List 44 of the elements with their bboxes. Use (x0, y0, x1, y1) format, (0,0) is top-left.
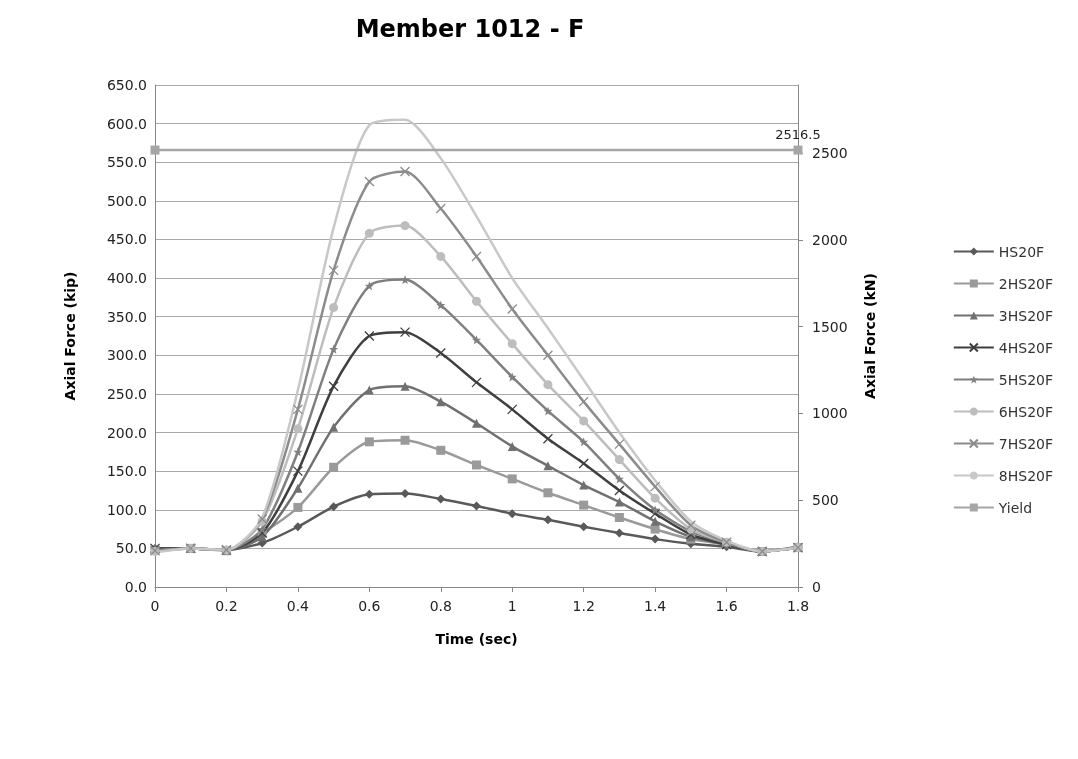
legend-label: 8HS20F (998, 467, 1054, 484)
y2-tick-label: 500 (812, 492, 839, 509)
y-tick-label: 450.0 (106, 231, 147, 248)
legend-label: 4HS20F (998, 339, 1054, 356)
x-tick-label: 0.4 (286, 598, 310, 614)
y-axis-title: Axial Force (kip) (62, 271, 78, 401)
y2-tick-label: 2000 (812, 231, 848, 248)
y-tick-label: 0.0 (124, 579, 147, 595)
x-tick-label: 1 (507, 598, 517, 614)
data-label: 2516.5 (775, 126, 821, 142)
y-tick-label: 250.0 (106, 385, 147, 402)
y-tick-label: 650.0 (106, 77, 147, 93)
y-tick-label: 400.0 (106, 270, 147, 287)
y2-axis-title: Axial Force (kN) (862, 273, 878, 399)
legend-label: 7HS20F (998, 435, 1054, 452)
y-tick-label: 150.0 (106, 463, 147, 480)
y-tick-label: 50.0 (115, 540, 147, 557)
legend-label: 2HS20F (998, 275, 1054, 292)
y2-tick-label: 1500 (812, 318, 848, 335)
y-tick-label: 500.0 (106, 192, 147, 209)
x-tick-label: 1.4 (643, 598, 667, 614)
x-tick-label: 0 (150, 598, 160, 614)
y2-tick-label: 1000 (812, 405, 848, 422)
legend-label: 6HS20F (998, 403, 1054, 420)
x-tick-label: 1.2 (572, 598, 595, 614)
x-tick-label: 0.2 (215, 598, 238, 614)
legend-label: 3HS20F (998, 307, 1054, 324)
y2-tick-label: 0 (812, 579, 821, 595)
chart-title: Member 1012 - F (355, 15, 585, 43)
legend-label: 5HS20F (998, 371, 1054, 388)
y-tick-label: 600.0 (106, 115, 147, 132)
y-tick-label: 550.0 (106, 154, 147, 171)
x-tick-label: 1.8 (786, 598, 810, 614)
y-tick-label: 100.0 (106, 501, 147, 518)
y-tick-label: 200.0 (106, 424, 147, 441)
y-tick-label: 350.0 (106, 308, 147, 325)
x-tick-label: 1.6 (715, 598, 738, 614)
legend-label: Yield (997, 499, 1033, 516)
y2-tick-label: 2500 (812, 144, 848, 161)
legend-label: HS20F (998, 243, 1045, 260)
x-tick-label: 0.8 (429, 598, 452, 614)
y-tick-label: 300.0 (106, 347, 147, 364)
x-axis-title: Time (sec) (435, 631, 518, 647)
x-tick-label: 0.6 (358, 598, 381, 614)
